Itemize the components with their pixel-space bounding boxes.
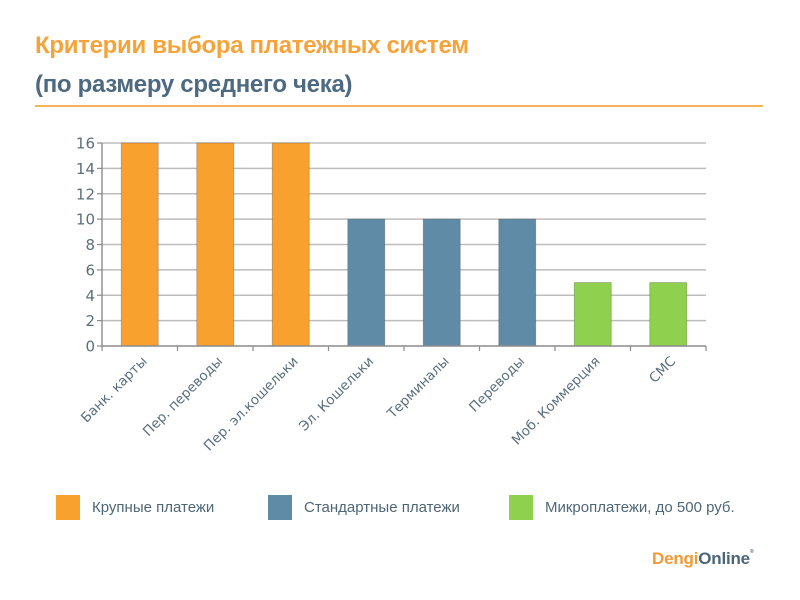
axes (97, 142, 707, 351)
legend-item-large: Крупные платежи (56, 494, 214, 520)
bar-6 (498, 218, 537, 347)
y-tick-label: 4 (85, 287, 95, 305)
bar-1 (120, 142, 159, 347)
x-tick-label: Переводы (466, 354, 528, 416)
x-tick-label: СМС (646, 354, 679, 387)
title-divider (35, 105, 763, 107)
legend-label-micro: Микроплатежи, до 500 руб. (545, 498, 735, 516)
x-tick-label: Терминалы (384, 354, 453, 423)
logo-part-dengi: Dengi (652, 549, 699, 568)
x-tick-label: Эл. Кошельки (296, 354, 377, 435)
legend-label-standard: Стандартные платежи (304, 498, 460, 516)
bar-5 (422, 218, 461, 347)
y-tick-label: 8 (85, 236, 95, 254)
y-tick-label: 14 (76, 160, 95, 178)
y-tick-labels: 0 2 4 6 8 10 12 14 16 (76, 135, 95, 356)
y-tick-label: 16 (76, 135, 95, 153)
y-tick-label: 2 (85, 312, 95, 330)
logo-registered-mark: ® (749, 549, 754, 555)
legend-label-large: Крупные платежи (92, 498, 215, 516)
legend-swatch-micro (509, 494, 533, 520)
bar-4 (347, 218, 386, 347)
y-tick-label: 10 (76, 211, 95, 229)
y-tick-label: 0 (85, 338, 95, 356)
chart-title: Критерии выбора платежных систем (35, 32, 469, 59)
gridlines (102, 142, 706, 322)
legend-swatch-standard (268, 494, 292, 520)
chart-subtitle: (по размеру среднего чека) (35, 71, 353, 98)
legend-item-micro: Микроплатежи, до 500 руб. (509, 494, 735, 520)
logo-part-online: Online (698, 549, 750, 568)
bar-7 (573, 282, 612, 347)
legend-swatch-large (56, 494, 80, 520)
x-tick-label: Банк. карты (78, 354, 151, 427)
bar-3 (271, 142, 310, 347)
legend-item-standard: Стандартные платежи (268, 494, 460, 520)
x-tick-label: Пер. переводы (140, 354, 226, 440)
bar-2 (196, 142, 235, 347)
bar-8 (649, 282, 688, 347)
y-tick-label: 6 (85, 261, 95, 279)
dengionline-logo: DengiOnline® (652, 549, 754, 569)
y-tick-label: 12 (76, 185, 95, 203)
